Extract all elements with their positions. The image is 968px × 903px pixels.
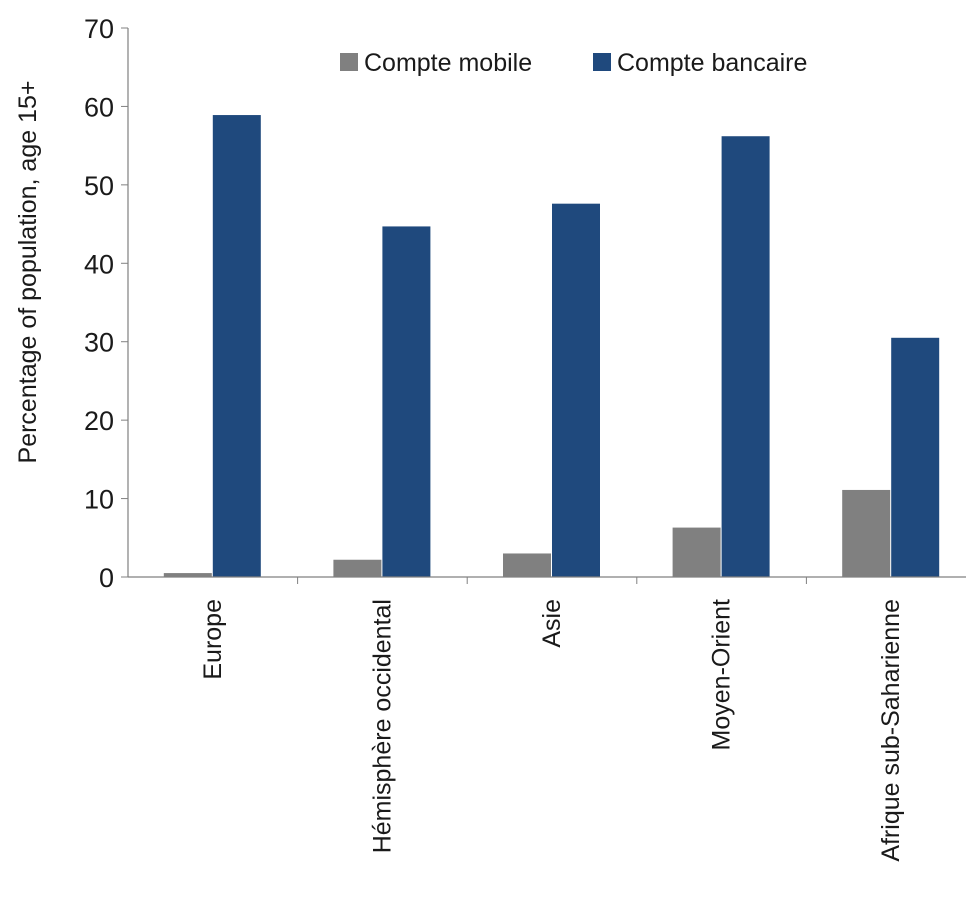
- legend-label-compte-mobile: Compte mobile: [364, 49, 532, 77]
- category-label-moyen-orient: Moyen-Orient: [708, 599, 736, 750]
- bar-compte-bancaire-asie: [552, 203, 600, 577]
- y-axis-ticks: 0 10 20 30 40 50 60 70: [84, 14, 128, 593]
- axes: [127, 28, 966, 584]
- bar-compte-mobile-europe: [163, 573, 212, 577]
- bar-compte-mobile-moyen-orient: [672, 527, 721, 577]
- y-tick-label-20: 20: [84, 406, 114, 436]
- y-tick-label-60: 60: [84, 92, 114, 122]
- legend-swatch-compte-mobile: [340, 53, 358, 71]
- category-labels: Europe Hémisphère occidental Asie Moyen-Ori…: [199, 599, 905, 862]
- category-label-afrique-sub-saharienne: Afrique sub-Saharienne: [877, 599, 905, 862]
- category-label-europe: Europe: [199, 599, 227, 680]
- bar-compte-mobile-hemisphere-occidental: [333, 559, 382, 577]
- legend: Compte mobile Compte bancaire: [340, 49, 807, 77]
- legend-label-compte-bancaire: Compte bancaire: [617, 49, 807, 77]
- y-tick-label-30: 30: [84, 328, 114, 358]
- y-axis-title: Percentage of population, age 15+: [14, 81, 42, 464]
- y-tick-label-40: 40: [84, 249, 114, 279]
- y-tick-label-10: 10: [84, 485, 114, 515]
- bar-compte-bancaire-afrique-sub-saharienne: [891, 337, 940, 577]
- bar-compte-bancaire-hemisphere-occidental: [382, 226, 431, 577]
- y-tick-label-70: 70: [84, 14, 114, 44]
- category-label-asie: Asie: [538, 599, 566, 648]
- legend-swatch-compte-bancaire: [593, 53, 611, 71]
- y-tick-label-50: 50: [84, 171, 114, 201]
- bar-compte-bancaire-europe: [212, 115, 261, 577]
- category-label-hemisphere-occidental: Hémisphère occidental: [368, 599, 396, 853]
- bar-compte-bancaire-moyen-orient: [721, 136, 770, 577]
- y-tick-label-0: 0: [99, 563, 114, 593]
- bar-compte-mobile-asie: [503, 553, 551, 577]
- bar-compte-mobile-afrique-sub-saharienne: [842, 489, 891, 577]
- bars: [163, 115, 940, 577]
